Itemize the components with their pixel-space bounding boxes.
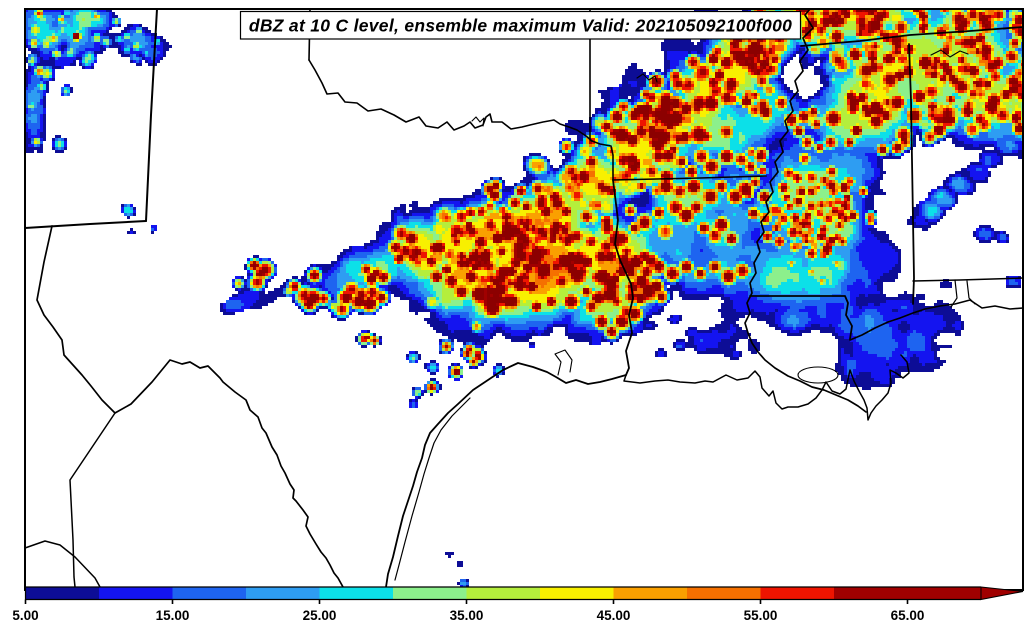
svg-text:15.00: 15.00 [156,608,190,623]
svg-text:55.00: 55.00 [744,608,778,623]
svg-text:dBZ at 10 C level, ensemble ma: dBZ at 10 C level, ensemble maximum Vali… [249,16,792,36]
svg-text:5.00: 5.00 [12,608,38,623]
svg-text:45.00: 45.00 [597,608,631,623]
svg-text:25.00: 25.00 [303,608,337,623]
svg-text:65.00: 65.00 [891,608,925,623]
svg-text:35.00: 35.00 [450,608,484,623]
